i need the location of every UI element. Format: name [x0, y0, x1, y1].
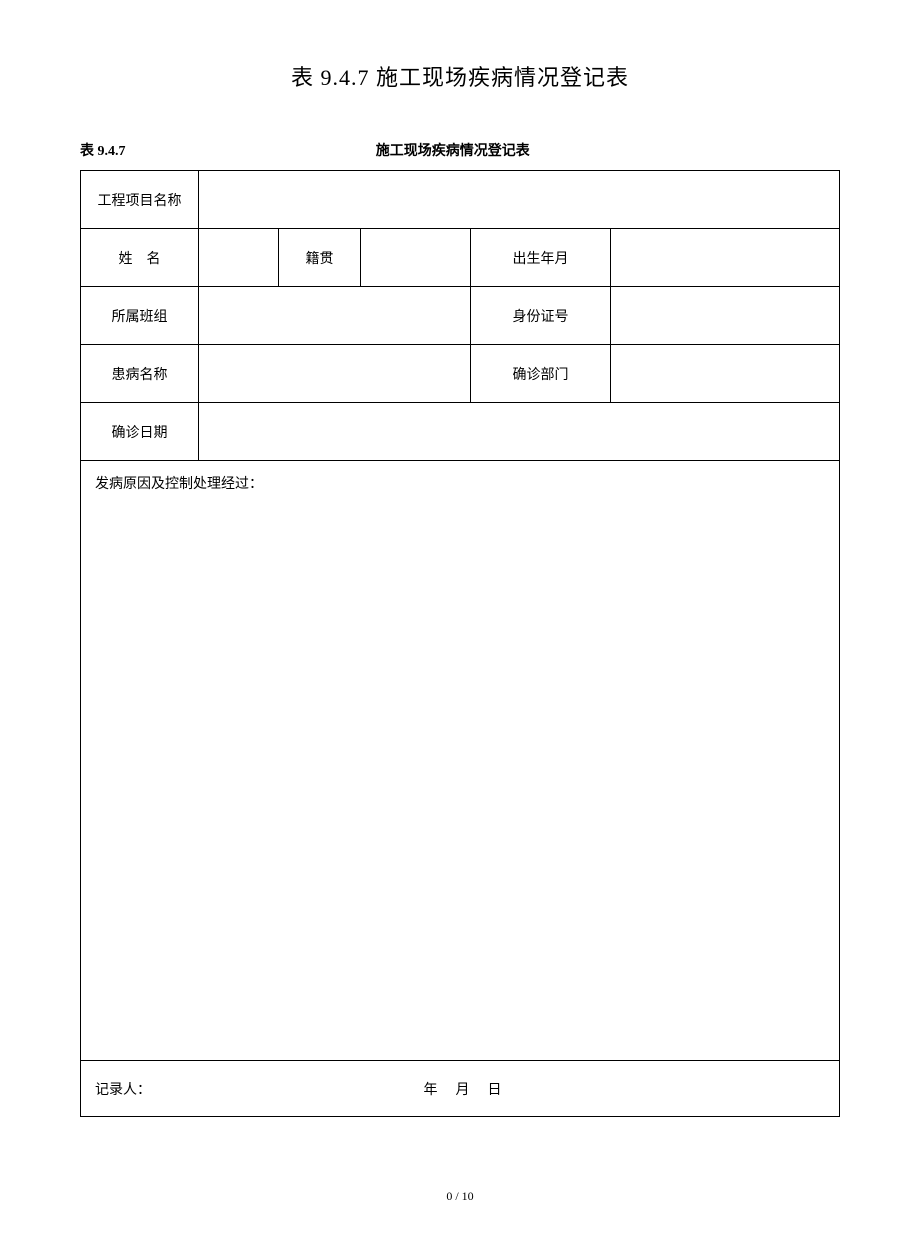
row-cause: 发病原因及控制处理经过： — [81, 461, 840, 1061]
row-disease: 患病名称 确诊部门 — [81, 345, 840, 403]
label-diag-date: 确诊日期 — [81, 403, 199, 461]
footer-cell: 记录人： 年 月 日 — [81, 1061, 840, 1117]
form-table: 工程项目名称 姓 名 籍贯 出生年月 所属班组 身份证号 患病名称 确诊部门 确… — [80, 170, 840, 1117]
row-diag-date: 确诊日期 — [81, 403, 840, 461]
row-footer: 记录人： 年 月 日 — [81, 1061, 840, 1117]
label-date: 年 月 日 — [424, 1079, 826, 1099]
page-footer: 0 / 10 — [0, 1189, 920, 1204]
value-diag-date — [199, 403, 840, 461]
label-dept: 确诊部门 — [471, 345, 611, 403]
value-name — [199, 229, 279, 287]
label-disease: 患病名称 — [81, 345, 199, 403]
row-name: 姓 名 籍贯 出生年月 — [81, 229, 840, 287]
label-birth: 出生年月 — [471, 229, 611, 287]
table-number: 表 9.4.7 — [80, 140, 126, 160]
label-cause: 发病原因及控制处理经过： — [81, 461, 840, 1061]
value-team — [199, 287, 471, 345]
value-id — [611, 287, 840, 345]
label-name: 姓 名 — [81, 229, 199, 287]
label-team: 所属班组 — [81, 287, 199, 345]
value-native-place — [361, 229, 471, 287]
value-dept — [611, 345, 840, 403]
value-project-name — [199, 171, 840, 229]
label-id: 身份证号 — [471, 287, 611, 345]
label-recorder: 记录人： — [95, 1079, 424, 1099]
label-native-place: 籍贯 — [279, 229, 361, 287]
row-team: 所属班组 身份证号 — [81, 287, 840, 345]
row-project: 工程项目名称 — [81, 171, 840, 229]
value-disease — [199, 345, 471, 403]
label-project-name: 工程项目名称 — [81, 171, 199, 229]
value-birth — [611, 229, 840, 287]
page-title: 表 9.4.7 施工现场疾病情况登记表 — [80, 60, 840, 92]
subtitle-row: 表 9.4.7 施工现场疾病情况登记表 — [80, 140, 840, 160]
table-title: 施工现场疾病情况登记表 — [126, 140, 841, 160]
